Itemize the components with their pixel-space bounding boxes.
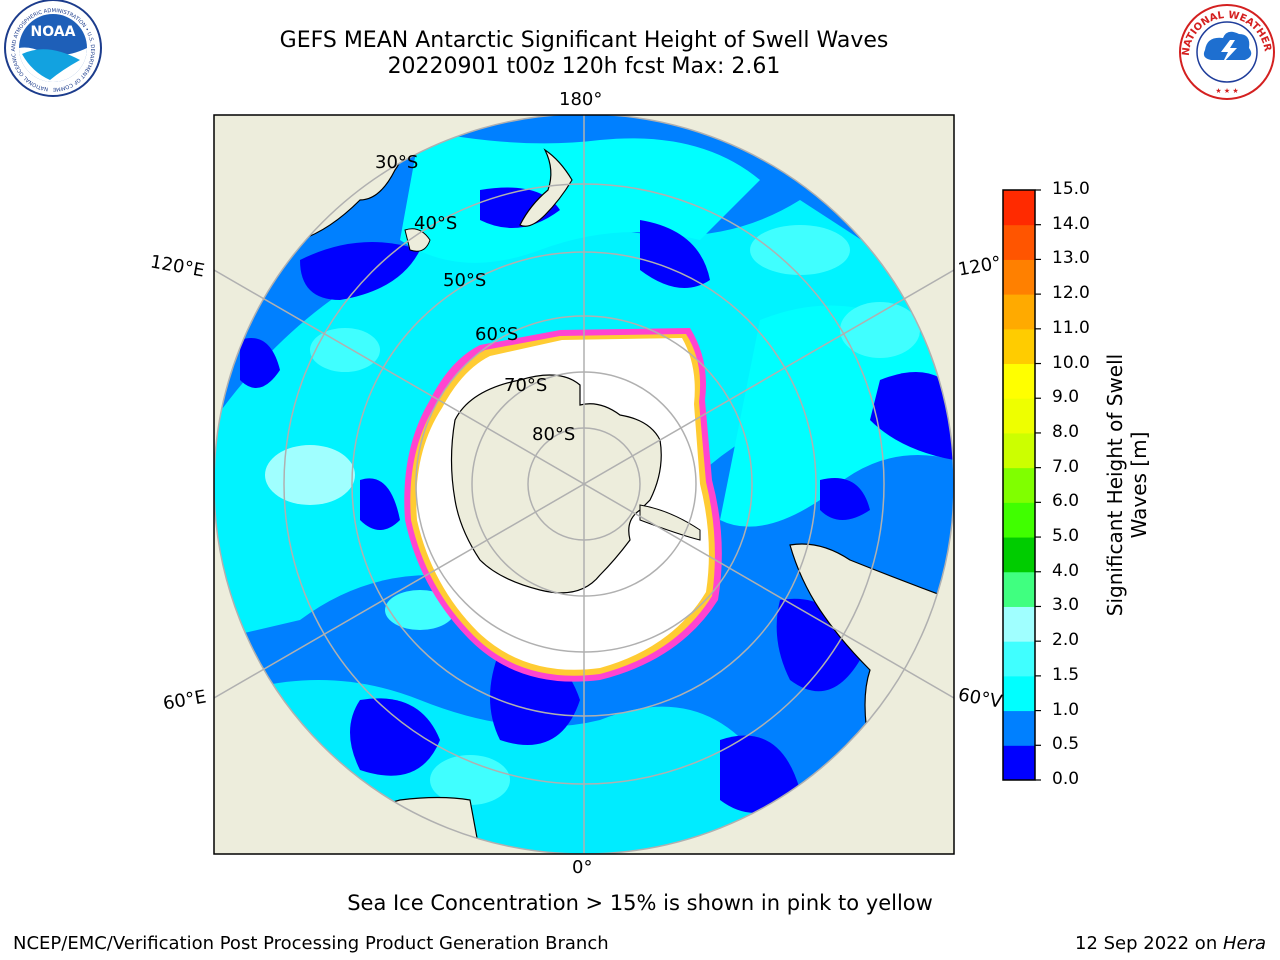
colorbar-tick-label: 0.5	[1052, 734, 1080, 755]
colorbar-cell	[1003, 259, 1035, 295]
lat-label-40s: 40°S	[414, 213, 458, 234]
colorbar-cell	[1003, 432, 1035, 469]
colorbar-tick-label: 3.0	[1052, 595, 1080, 616]
colorbar-tick-label: 1.5	[1052, 664, 1080, 685]
colorbar-cell	[1003, 641, 1035, 677]
chart-subtitle: 20220901 t00z 120h fcst Max: 2.61	[387, 54, 781, 79]
lon-label-0: 0°	[572, 857, 593, 878]
footer-left: NCEP/EMC/Verification Post Processing Pr…	[13, 933, 609, 954]
colorbar	[1002, 189, 1041, 781]
colorbar-tick-label: 15.0	[1052, 179, 1090, 199]
colorbar-tick-label: 12.0	[1052, 283, 1090, 304]
colorbar-cell	[1003, 710, 1035, 746]
colorbar-tick-label: 1.0	[1052, 699, 1080, 720]
colorbar-cell	[1003, 224, 1035, 260]
colorbar-tick-label: 2.0	[1052, 630, 1080, 651]
lat-label-70s: 70°S	[504, 375, 548, 396]
lat-label-80s: 80°S	[532, 424, 576, 445]
colorbar-tick-label: 4.0	[1052, 560, 1080, 581]
svg-text:NOAA: NOAA	[31, 24, 76, 40]
colorbar-cell	[1003, 363, 1035, 399]
footer-right: 12 Sep 2022 on Hera	[1075, 933, 1266, 954]
colorbar-cell	[1003, 398, 1035, 434]
colorbar-tick-labels: 0.0 0.5 1.0 1.5 2.0 3.0 4.0 5.0 6.0 7.0 8.0 9.0 10.0…	[1052, 0, 1112, 960]
lat-label-60s: 60°S	[475, 324, 519, 345]
colorbar-tick-label: 0.0	[1052, 769, 1080, 789]
colorbar-cell	[1003, 606, 1035, 642]
lat-label-30s: 30°S	[375, 152, 419, 173]
lat-label-50s: 50°S	[443, 270, 487, 291]
sea-ice-note: Sea Ice Concentration > 15% is shown in …	[347, 891, 933, 915]
colorbar-cell	[1003, 571, 1035, 607]
colorbar-cell	[1003, 745, 1035, 781]
footer-date: 12 Sep 2022 on	[1075, 933, 1223, 954]
colorbar-cell	[1003, 502, 1035, 538]
colorbar-cell	[1003, 190, 1035, 226]
svg-text:★ ★ ★: ★ ★ ★	[1215, 87, 1238, 95]
lon-label-180: 180°	[559, 89, 603, 110]
colorbar-tick-label: 8.0	[1052, 421, 1080, 442]
noaa-logo: NOAA NATIONAL OCEANIC AND ATMOSPHERIC AD…	[2, 0, 102, 97]
colorbar-cell	[1003, 467, 1035, 503]
colorbar-label-line2: Waves [m]	[1127, 431, 1151, 539]
colorbar-cell	[1003, 294, 1035, 330]
colorbar-cell	[1003, 328, 1035, 365]
footer-host: Hera	[1222, 933, 1266, 954]
chart-title: GEFS MEAN Antarctic Significant Height o…	[279, 28, 889, 53]
colorbar-tick-label: 7.0	[1052, 456, 1080, 477]
colorbar-label: Significant Height of Swell Waves [m]	[1103, 285, 1151, 685]
graticule	[214, 115, 954, 854]
colorbar-tick-label: 5.0	[1052, 526, 1080, 547]
colorbar-cell	[1003, 675, 1035, 712]
colorbar-cell	[1003, 537, 1035, 573]
colorbar-label-line1: Significant Height of Swell	[1103, 353, 1127, 617]
nws-logo: NATIONAL WEATHER SERVICE ★ ★ ★	[1175, 0, 1275, 100]
colorbar-tick-label: 10.0	[1052, 352, 1090, 373]
colorbar-tick-label: 14.0	[1052, 213, 1090, 234]
colorbar-tick-label: 13.0	[1052, 248, 1090, 269]
colorbar-tick-label: 11.0	[1052, 317, 1090, 338]
antarctica	[450, 374, 662, 594]
colorbar-tick-label: 6.0	[1052, 491, 1080, 512]
colorbar-tick-label: 9.0	[1052, 387, 1080, 408]
map-frame	[213, 114, 955, 855]
